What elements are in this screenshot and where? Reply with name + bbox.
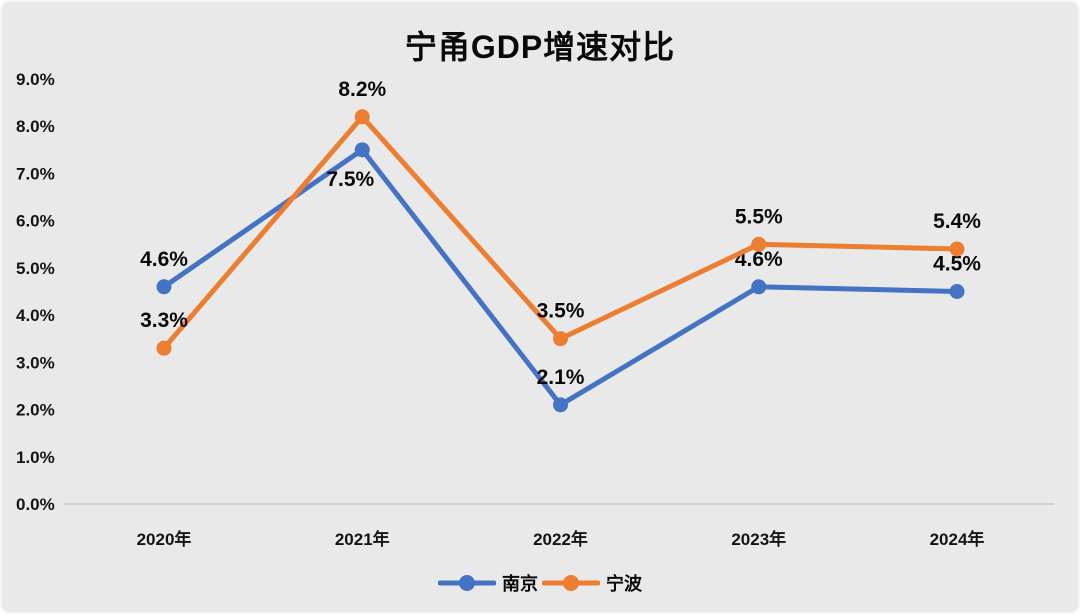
legend-item-南京[interactable]: 南京: [438, 570, 538, 596]
data-point-marker-南京: [156, 279, 172, 295]
data-point-marker-南京: [354, 142, 370, 158]
chart-title: 宁甬GDP增速对比: [404, 29, 676, 65]
data-point-marker-南京: [751, 279, 767, 295]
data-point-label-南京: 2.1%: [537, 366, 585, 389]
data-point-marker-宁波: [949, 241, 965, 257]
x-axis-tick-label: 2021年: [335, 529, 390, 549]
legend-marker-icon: [438, 575, 496, 591]
y-axis-tick-label: 8.0%: [16, 117, 55, 136]
y-axis-tick-label: 7.0%: [16, 164, 55, 183]
y-axis-tick-label: 9.0%: [16, 70, 55, 89]
y-axis-tick-label: 3.0%: [16, 353, 55, 372]
data-point-label-宁波: 8.2%: [338, 78, 386, 101]
data-point-label-宁波: 5.4%: [933, 210, 981, 233]
y-axis-tick-label: 0.0%: [16, 495, 55, 514]
data-point-marker-南京: [553, 397, 568, 413]
data-point-label-宁波: 3.5%: [537, 300, 585, 323]
data-point-marker-宁波: [354, 109, 370, 125]
data-point-label-南京: 4.6%: [735, 248, 783, 271]
x-axis-tick-label: 2024年: [930, 529, 985, 549]
data-point-label-南京: 7.5%: [326, 168, 374, 191]
data-point-label-宁波: 5.5%: [735, 205, 783, 228]
x-axis-tick-label: 2023年: [731, 529, 786, 549]
y-axis-tick-label: 5.0%: [16, 259, 55, 278]
data-point-label-宁波: 3.3%: [140, 309, 188, 332]
y-axis-tick-label: 1.0%: [16, 448, 55, 467]
data-point-marker-宁波: [156, 340, 172, 356]
y-axis-tick-label: 6.0%: [16, 212, 55, 231]
legend-marker-icon: [542, 575, 600, 591]
data-point-marker-宁波: [751, 236, 767, 252]
legend: 南京 宁波: [2, 570, 1078, 596]
data-point-label-南京: 4.5%: [933, 253, 981, 276]
data-point-label-南京: 4.6%: [140, 248, 188, 271]
x-axis-tick-label: 2020年: [137, 529, 192, 549]
legend-label: 南京: [502, 574, 538, 594]
legend-label: 宁波: [606, 574, 642, 594]
legend-item-宁波[interactable]: 宁波: [542, 570, 642, 596]
data-point-marker-宁波: [553, 331, 568, 347]
x-axis-tick-label: 2022年: [533, 529, 588, 549]
y-axis-tick-label: 4.0%: [16, 306, 55, 325]
y-axis-tick-label: 2.0%: [16, 401, 55, 420]
data-point-marker-南京: [949, 284, 965, 299]
